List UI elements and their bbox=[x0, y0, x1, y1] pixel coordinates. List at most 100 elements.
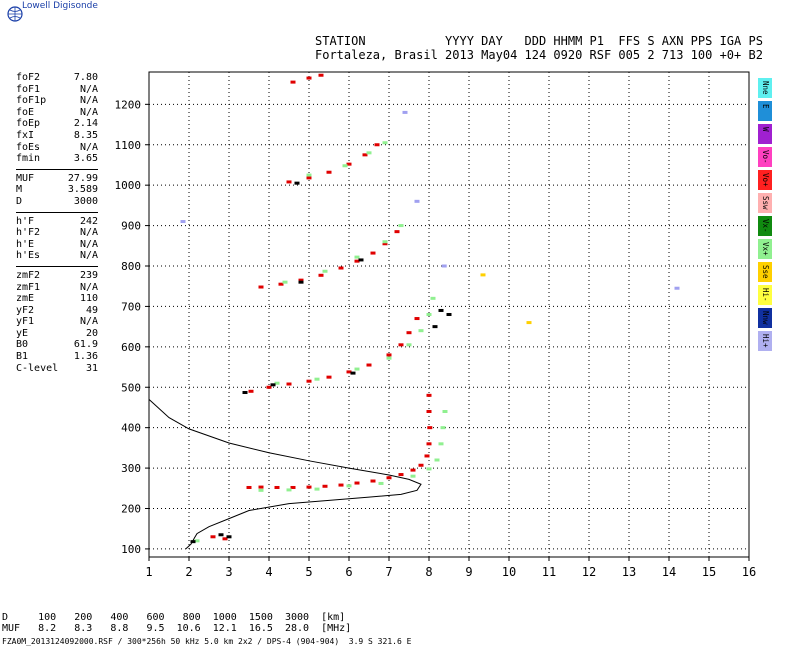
echo-point bbox=[441, 264, 447, 268]
y-tick-label: 400 bbox=[121, 422, 141, 435]
y-tick-label: 700 bbox=[121, 300, 141, 313]
echo-point bbox=[414, 317, 420, 321]
legend-label: Sse bbox=[761, 265, 770, 279]
echo-point bbox=[194, 539, 200, 543]
x-tick-label: 2 bbox=[185, 565, 192, 579]
param-name: M bbox=[16, 184, 23, 196]
density-profile-line bbox=[148, 399, 422, 550]
echo-point bbox=[306, 379, 312, 383]
legend-swatch: W bbox=[758, 124, 772, 144]
echo-point bbox=[426, 442, 432, 446]
param-row: foEs N/A bbox=[16, 142, 98, 154]
param-name: h'F bbox=[16, 215, 35, 227]
echo-point bbox=[382, 141, 388, 145]
echo-point bbox=[440, 426, 446, 430]
echo-point bbox=[366, 151, 372, 155]
echo-point bbox=[418, 329, 424, 333]
param-value: N/A bbox=[79, 141, 98, 153]
legend-swatch: Hi- bbox=[758, 285, 772, 305]
param-separator bbox=[16, 168, 98, 170]
param-row: C-level 31 bbox=[16, 363, 98, 375]
legend-swatch: Nne bbox=[758, 78, 772, 98]
param-value: N/A bbox=[79, 106, 98, 118]
echo-point bbox=[346, 162, 352, 166]
echo-point bbox=[386, 476, 392, 480]
param-value: N/A bbox=[79, 316, 98, 328]
echo-point bbox=[386, 356, 392, 360]
param-name: zmF1 bbox=[16, 281, 41, 293]
param-row: foEp 2.14 bbox=[16, 118, 98, 130]
echo-point bbox=[366, 363, 372, 367]
x-tick-label: 12 bbox=[582, 565, 596, 579]
legend-label: Hi- bbox=[761, 288, 770, 302]
plot-frame bbox=[148, 71, 750, 558]
y-tick-label: 200 bbox=[121, 503, 141, 516]
param-value: 49 bbox=[85, 304, 98, 316]
legend-label: Nne bbox=[761, 81, 770, 95]
param-row: fxI 8.35 bbox=[16, 130, 98, 142]
legend-swatch: Sse bbox=[758, 262, 772, 282]
param-value: N/A bbox=[79, 238, 98, 250]
brand-label: Lowell Digisonde bbox=[22, 1, 98, 11]
echo-point bbox=[430, 296, 436, 300]
legend-label: Ssw bbox=[761, 196, 770, 210]
x-tick-label: 14 bbox=[662, 565, 676, 579]
echo-point bbox=[354, 255, 360, 259]
echo-point bbox=[398, 343, 404, 347]
param-row: yE 20 bbox=[16, 328, 98, 340]
param-name: foF1 bbox=[16, 83, 41, 95]
param-name: foEp bbox=[16, 118, 41, 130]
legend-label: Vx- bbox=[761, 219, 770, 233]
param-name: fxI bbox=[16, 129, 35, 141]
echo-point bbox=[434, 458, 440, 462]
echo-point bbox=[424, 454, 430, 458]
param-name: yE bbox=[16, 327, 29, 339]
x-tick-label: 3 bbox=[225, 565, 232, 579]
echo-point bbox=[398, 473, 404, 477]
echo-point bbox=[427, 426, 433, 430]
echo-point bbox=[374, 143, 380, 147]
param-row: zmF1 N/A bbox=[16, 282, 98, 294]
echo-point bbox=[426, 467, 432, 471]
param-row: D 3000 bbox=[16, 196, 98, 208]
param-row: yF1 N/A bbox=[16, 316, 98, 328]
echo-point bbox=[274, 381, 280, 385]
param-row: yF2 49 bbox=[16, 305, 98, 317]
x-tick-label: 16 bbox=[742, 565, 756, 579]
param-row: B0 61.9 bbox=[16, 339, 98, 351]
param-separator bbox=[16, 265, 98, 267]
param-name: h'Es bbox=[16, 250, 41, 262]
echo-point bbox=[410, 468, 416, 472]
legend-label: Vo- bbox=[761, 150, 770, 164]
muf-distance-row: D 100 200 400 600 800 1000 1500 3000 [km… bbox=[2, 612, 346, 623]
param-name: foF2 bbox=[16, 72, 41, 83]
param-value: 8.35 bbox=[73, 129, 98, 141]
echo-point bbox=[394, 230, 400, 234]
param-row: B1 1.36 bbox=[16, 351, 98, 363]
digisonde-logo-icon bbox=[7, 6, 23, 22]
echo-point bbox=[322, 484, 328, 488]
echo-point bbox=[218, 533, 224, 537]
param-row: h'Es N/A bbox=[16, 250, 98, 262]
param-value: 61.9 bbox=[73, 339, 98, 351]
scaled-parameters-panel: foF2 7.80 foF1 N/A foF1p N/A foE N/A foEp 2.14 fxI… bbox=[16, 72, 98, 374]
param-value: 27.99 bbox=[67, 172, 98, 184]
header-columns: STATION YYYY DAY DDD HHMM P1 FFS S AXN P… bbox=[315, 34, 763, 48]
echo-point bbox=[362, 153, 368, 157]
legend-label: E bbox=[761, 104, 770, 109]
echo-point bbox=[290, 80, 296, 84]
y-tick-label: 800 bbox=[121, 260, 141, 273]
legend-label: Vx+ bbox=[761, 242, 770, 256]
echo-point bbox=[274, 485, 280, 489]
echo-point bbox=[438, 308, 444, 312]
param-separator bbox=[16, 211, 98, 213]
legend-swatch: E bbox=[758, 101, 772, 121]
echo-point bbox=[370, 479, 376, 483]
echo-point bbox=[370, 251, 376, 255]
x-tick-label: 15 bbox=[702, 565, 716, 579]
polarization-legend: Nne E W Vo- Vo+ Ssw Vx- Vx+ Sse Hi- Nnw Hi+ bbox=[758, 78, 772, 354]
echo-point bbox=[426, 410, 432, 413]
param-row: foF1 N/A bbox=[16, 84, 98, 96]
echo-point bbox=[346, 370, 352, 374]
